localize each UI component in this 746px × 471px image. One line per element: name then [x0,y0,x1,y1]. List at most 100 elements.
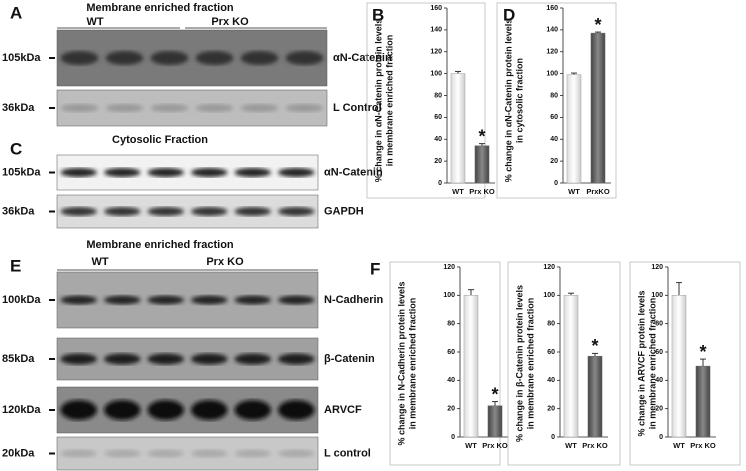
blot-band [150,51,189,65]
x-tick-label: WT [452,187,464,196]
blot-band [190,400,228,420]
y-axis-label: % change in N-Cadherin protein levels [396,281,406,445]
y-tick-label: 20 [547,406,555,413]
y-tick-label: 0 [551,434,555,441]
blot-band [60,51,99,65]
protein-label: L Control [333,102,382,114]
significance-mark: * [594,15,601,35]
blot-band [285,51,324,65]
blot-title: Membrane enriched fraction [86,239,234,251]
protein-label: αN-Catenin [324,166,383,178]
blot-band [103,400,141,420]
y-tick-label: 40 [655,377,663,384]
blot-band [60,353,98,365]
protein-label: ARVCF [324,404,362,416]
blot-band [60,207,98,216]
blot-band [240,51,279,65]
panel-letter: E [10,256,21,275]
group-label: WT [91,256,108,268]
blot-band [277,449,315,458]
blot-band [103,449,141,458]
blot-band [285,104,324,112]
blot-band [103,295,141,305]
size-marker: 120kDa [2,404,41,416]
blot-band [147,168,185,177]
blot-image [56,337,319,381]
y-tick-label: 60 [447,349,455,356]
blot-band [150,104,189,112]
size-marker: 100kDa [2,294,41,306]
chart-frame [389,261,501,466]
y-axis-label: % change in αN-Catenin protein levels [373,19,383,183]
blot-band [240,104,279,112]
y-tick-label: 140 [546,27,558,34]
y-tick-label: 120 [651,264,663,271]
y-axis-label: in membrane enriched fraction [525,298,535,430]
chart-frame [507,261,621,466]
blot-band [234,295,272,305]
blot-image [56,436,319,471]
chart-frame [629,261,741,466]
y-axis-label: in membrane enriched fraction [647,298,657,430]
blot-band [60,104,99,112]
bar [563,295,579,438]
y-tick-label: 100 [543,292,555,299]
blot-band [60,295,98,305]
blot-band [103,353,141,365]
bar [695,365,711,438]
x-tick-label: WT [673,441,685,450]
significance-mark: * [478,126,485,146]
size-marker: 85kDa [2,353,35,365]
y-axis-label: in membrane enriched fraction [384,35,394,167]
y-tick-label: 80 [447,321,455,328]
blot-band [190,449,228,458]
y-tick-label: 0 [554,180,558,187]
y-tick-label: 120 [430,49,442,56]
y-tick-label: 40 [550,136,558,143]
y-axis-label: % change in β-Catenin protein levels [514,285,524,442]
y-tick-label: 20 [550,158,558,165]
blot-band [147,449,185,458]
group-label: Prx KO [206,256,244,268]
blot-band [277,353,315,365]
blot-band [195,51,234,65]
blot-band [60,400,98,420]
y-tick-label: 160 [546,5,558,12]
blot-image [56,271,319,329]
y-tick-label: 100 [430,70,442,77]
blot-image [56,194,319,229]
x-tick-label: PrxKO [586,187,610,196]
y-tick-label: 120 [443,264,455,271]
y-tick-label: 60 [550,114,558,121]
protein-label: β-Catenin [324,353,375,365]
blot-band [190,207,228,216]
size-marker: 105kDa [2,52,41,64]
y-axis-label: % change in ARVCF protein levels [636,290,646,436]
y-tick-label: 60 [547,349,555,356]
blot-title: Membrane enriched fraction [86,2,234,14]
panel-letter: C [10,139,22,158]
blot-band [190,353,228,365]
y-tick-label: 20 [434,158,442,165]
blot-band [190,168,228,177]
y-tick-label: 80 [434,92,442,99]
y-axis-label: in cytosolic fraction [514,58,524,143]
y-tick-label: 20 [447,406,455,413]
blot-band [105,51,144,65]
chart-frame [366,2,486,199]
panel-letter: D [503,5,515,24]
y-tick-label: 140 [430,27,442,34]
blot-band [147,207,185,216]
size-marker: 36kDa [2,102,35,114]
y-tick-label: 80 [655,321,663,328]
bar [671,295,687,438]
size-marker: 105kDa [2,166,41,178]
bar [487,405,503,438]
x-tick-label: Prx KO [482,441,508,450]
blot-title: Cytosolic Fraction [112,134,208,146]
y-tick-label: 20 [655,406,663,413]
bar [474,145,490,184]
blot-band [103,207,141,216]
significance-mark: * [491,384,498,404]
x-tick-label: WT [565,441,577,450]
